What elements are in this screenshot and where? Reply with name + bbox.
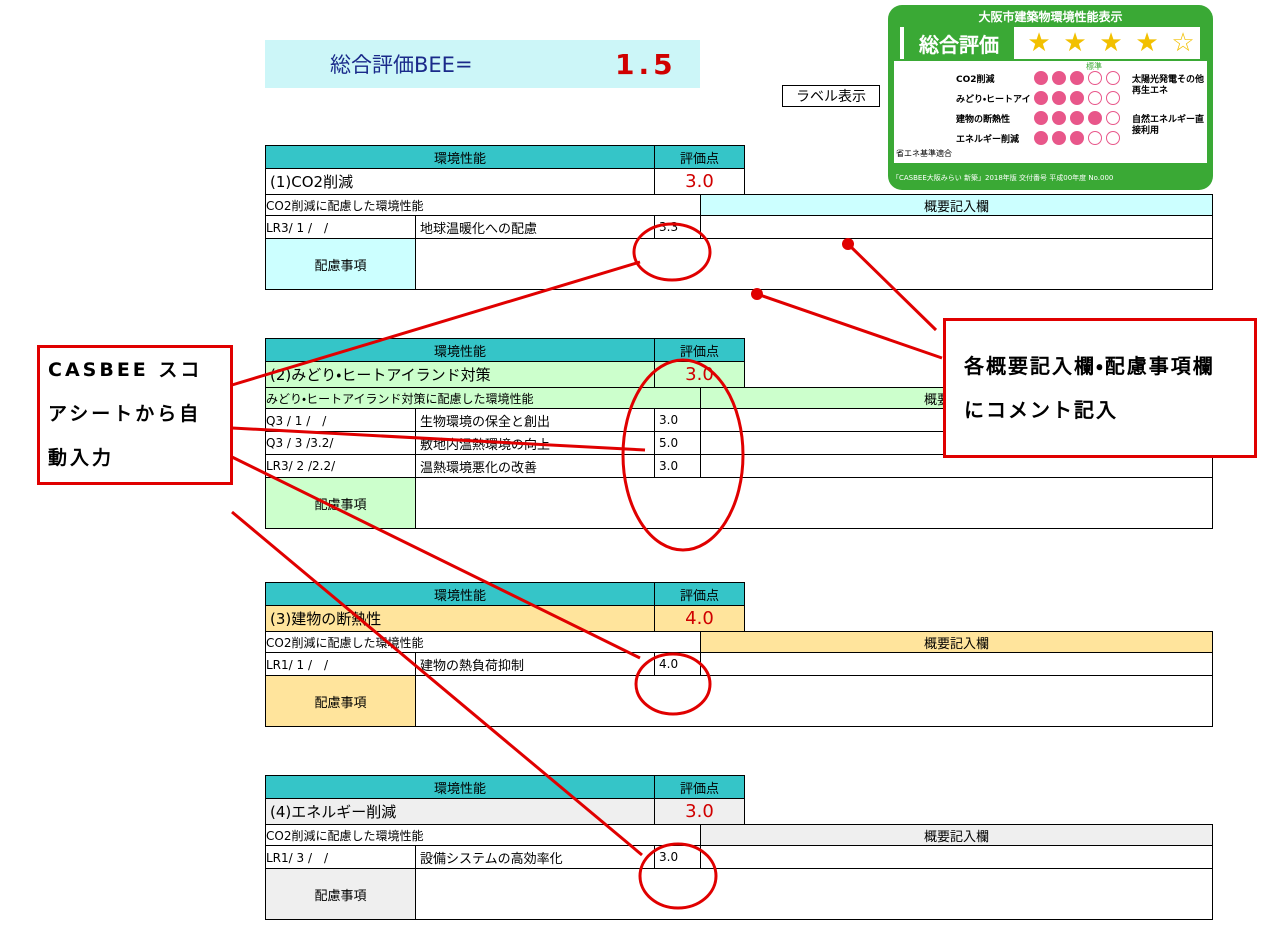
flower: [1106, 111, 1120, 125]
pointer-line: [231, 455, 641, 660]
pointer-line: [846, 242, 938, 332]
highlight-circle: [638, 842, 718, 910]
flower: [1070, 71, 1084, 85]
pointer-dot: [842, 238, 854, 250]
flower: [1034, 71, 1048, 85]
flower: [1088, 71, 1102, 85]
flower: [1106, 71, 1120, 85]
flower: [1034, 111, 1048, 125]
label-category: 建物の断熱性: [956, 114, 1011, 125]
pointer-dot: [751, 288, 763, 300]
flower: [1088, 131, 1102, 145]
note-input[interactable]: [415, 868, 1213, 920]
flower: [1106, 131, 1120, 145]
bee-banner: 総合評価BEE = 1.5: [265, 40, 700, 88]
callout: CASBEE スコアシートから自動入力: [37, 345, 233, 485]
label-category: CO2削減: [956, 74, 995, 85]
label-extra: 太陽光発電その他再生エネ: [1132, 75, 1204, 96]
rating-star: ★: [1063, 28, 1087, 58]
pointer-line: [231, 510, 643, 857]
label-compliance: 省エネ基準適合: [896, 148, 952, 158]
pointer-line: [231, 426, 646, 452]
label-extra: 自然エネルギー直接利用: [1132, 115, 1204, 136]
highlight-circle: [621, 358, 745, 552]
flower: [1052, 131, 1066, 145]
flower: [1070, 131, 1084, 145]
label-category: みどり・ヒートアイランド対策: [956, 94, 1031, 105]
section-title: (1)CO2削減: [265, 168, 655, 195]
note-label: 配慮事項: [265, 238, 416, 290]
label-overall: 総合評価 ★ ★ ★ ★ ☆: [900, 27, 1200, 59]
note-label: 配慮事項: [265, 675, 416, 727]
highlight-circle: [634, 652, 712, 716]
flower: [1034, 91, 1048, 105]
flower: [1088, 91, 1102, 105]
label-footer: 「CASBEE大阪みらい 新築」2018年版 交付番号 平成00年度 No.00…: [892, 174, 1114, 182]
flower: [1070, 111, 1084, 125]
summary-header: 概要記入欄: [700, 194, 1213, 216]
note-input[interactable]: [415, 238, 1213, 290]
header-cell: 環境性能: [265, 338, 655, 362]
header-cell: 評価点: [654, 582, 745, 606]
flower: [1088, 111, 1102, 125]
note-input[interactable]: [415, 675, 1213, 727]
bee-label: 総合評価BEE: [330, 53, 455, 77]
label-title: 大阪市建築物環境性能表示: [978, 9, 1123, 24]
flower: [1106, 91, 1120, 105]
label-display-button[interactable]: ラベル表示: [782, 85, 880, 107]
pointer-line: [231, 260, 641, 387]
rating-star: ★: [1027, 28, 1051, 58]
subheader: CO2削減に配慮した環境性能: [265, 194, 701, 216]
section-score: 3.0: [654, 168, 745, 195]
highlight-circle: [632, 222, 712, 282]
flower: [1052, 71, 1066, 85]
flower: [1052, 111, 1066, 125]
rating-star: ★: [1099, 28, 1123, 58]
note-label: 配慮事項: [265, 868, 416, 920]
rating-star: ☆: [1171, 28, 1195, 58]
label-category: エネルギー削減: [956, 134, 1020, 145]
flower: [1070, 91, 1084, 105]
label-standard: 標準: [1086, 61, 1102, 71]
flower: [1052, 91, 1066, 105]
rating-star: ★: [1135, 28, 1159, 58]
callout: 各概要記入欄・配慮事項欄にコメント記入: [943, 318, 1257, 458]
header-cell: 評価点: [654, 775, 745, 799]
pointer-line: [756, 292, 943, 360]
bee-value: 1.5: [615, 47, 677, 81]
flower: [1034, 131, 1048, 145]
label-image: 大阪市建築物環境性能表示総合評価 ★ ★ ★ ★ ☆ 標準省エネ基準適合 CO2削減みどり・ヒ…: [888, 5, 1213, 190]
note-input[interactable]: [415, 477, 1213, 529]
label-overall-text: 総合評価: [904, 27, 1014, 59]
bee-equals: =: [455, 52, 473, 76]
